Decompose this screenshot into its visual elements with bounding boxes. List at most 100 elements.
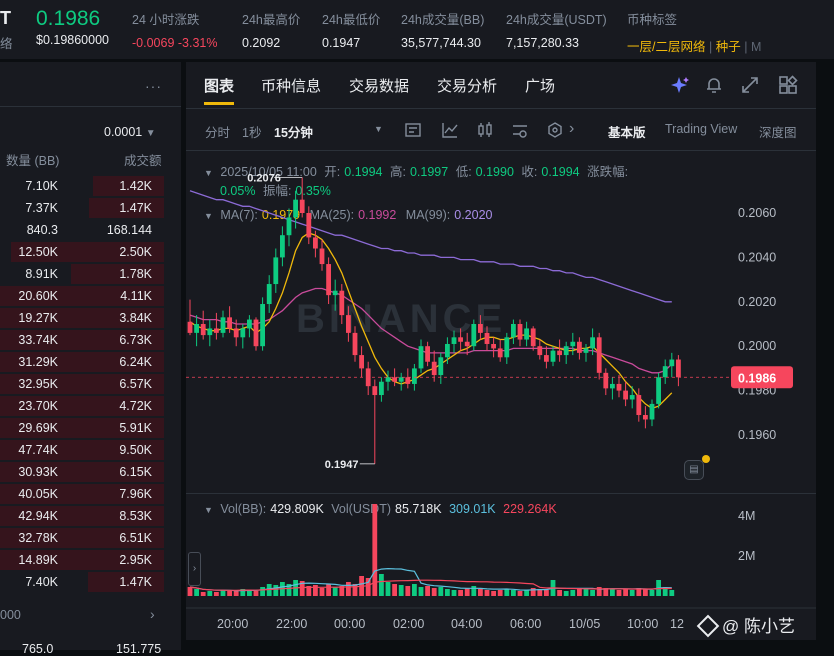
candle-type-icon[interactable] — [476, 121, 494, 144]
change-value: 0.05% — [220, 184, 256, 198]
orderbook-row[interactable]: 40.05K 7.96K — [0, 483, 170, 505]
row-qty: 32.95K — [18, 377, 58, 391]
candle-body — [451, 337, 457, 344]
orderbook-row[interactable]: 14.89K 2.95K — [0, 549, 170, 571]
candle-body — [563, 346, 569, 356]
orderbook-row[interactable]: 33.74K 6.73K — [0, 329, 170, 351]
candle-body — [557, 350, 562, 356]
binance-square-icon — [696, 614, 720, 638]
view-basic[interactable]: 基本版 — [608, 126, 646, 140]
view-tradingview[interactable]: Trading View — [665, 122, 738, 136]
tab-trading-data[interactable]: 交易数据 — [349, 78, 410, 95]
precision-select[interactable]: 0.0001 ▼ — [104, 125, 156, 139]
ma25-label: MA(25): — [309, 208, 355, 222]
volume-bar — [603, 588, 609, 596]
indicator-icon[interactable] — [404, 121, 422, 144]
x-axis-tick: 22:00 — [276, 617, 307, 631]
stat-24h-high: 24h最高价 0.2092 — [242, 9, 300, 50]
orderbook-row[interactable]: 29.69K 5.91K — [0, 417, 170, 439]
bell-icon[interactable] — [704, 75, 724, 100]
ma99-value: 0.2020 — [454, 208, 493, 222]
candle-body — [524, 328, 529, 340]
orderbook-row[interactable]: 19.27K 3.84K — [0, 307, 170, 329]
orderbook-row[interactable]: 20.60K 4.11K — [0, 285, 170, 307]
tab-chart[interactable]: 图表 — [204, 78, 235, 95]
candle-body — [187, 321, 193, 333]
settings-chart-icon[interactable] — [511, 121, 529, 144]
orderbook-row[interactable]: 32.95K 6.57K — [0, 373, 170, 395]
collapse-side-handle[interactable]: › — [188, 552, 201, 586]
stat-24h-volume-usdt: 24h成交量(USDT) 7,157,280.33 — [506, 9, 607, 50]
candle-body — [359, 355, 364, 369]
orderbook-row[interactable]: 23.70K 4.72K — [0, 395, 170, 417]
row-qty: 47.74K — [18, 443, 58, 457]
chevron-right-icon[interactable]: › — [150, 606, 155, 622]
candle-body — [425, 346, 430, 362]
interval-15m[interactable]: 15分钟 — [274, 126, 313, 140]
more-options-icon[interactable]: ··· — [145, 78, 162, 94]
tab-square[interactable]: 广场 — [525, 78, 556, 95]
chevron-right-icon[interactable]: › — [569, 120, 575, 137]
orderbook-row[interactable]: 30.93K 6.15K — [0, 461, 170, 483]
collapse-icon[interactable]: ▼ — [204, 168, 213, 178]
ai-sparkle-icon[interactable] — [670, 75, 690, 100]
volume-bar — [405, 586, 411, 596]
stat-label: 24h成交量(BB) — [401, 13, 485, 27]
line-chart-icon[interactable] — [441, 121, 459, 144]
orderbook-row[interactable]: 32.78K 6.51K — [0, 527, 170, 549]
orderbook-row[interactable]: 7.40K 1.47K — [0, 571, 170, 593]
row-amount: 2.95K — [119, 553, 152, 567]
row-amount: 4.11K — [120, 289, 152, 303]
hexagon-icon[interactable] — [546, 121, 564, 144]
orderbook-row[interactable]: 840.3 168.144 — [0, 219, 170, 241]
candle-body — [629, 395, 635, 400]
candle-body — [577, 341, 582, 353]
stat-24h-volume-bb: 24h成交量(BB) 35,577,744.30 — [401, 9, 484, 50]
candle-body — [352, 332, 358, 356]
row-amount: 1.42K — [119, 179, 152, 193]
orderbook-row[interactable]: 8.91K 1.78K — [0, 263, 170, 285]
row-qty: 7.37K — [25, 201, 58, 215]
volume-ma-line — [189, 567, 672, 592]
symbol-name[interactable]: T — [0, 8, 11, 28]
interval-timeline[interactable]: 分时 — [205, 126, 231, 140]
orderbook-row[interactable]: 42.94K 8.53K — [0, 505, 170, 527]
tab-coin-info[interactable]: 币种信息 — [261, 78, 322, 95]
view-depth[interactable]: 深度图 — [759, 126, 797, 140]
volume-bar — [524, 590, 529, 596]
tag-layer1-layer2[interactable]: 一层/二层网络 — [627, 40, 706, 54]
orderbook-row[interactable]: 7.10K 1.42K — [0, 175, 170, 197]
orderbook-row[interactable]: 31.29K 6.24K — [0, 351, 170, 373]
orderbook-row[interactable]: 47.74K 9.50K — [0, 439, 170, 461]
volume-bar — [412, 584, 417, 596]
volume-bar — [313, 585, 318, 596]
chevron-down-icon[interactable]: ▼ — [374, 124, 383, 134]
tab-trading-analysis[interactable]: 交易分析 — [437, 78, 498, 95]
orderbook-row[interactable]: 12.50K 2.50K — [0, 241, 170, 263]
collapse-icon[interactable]: ▼ — [204, 505, 213, 515]
y-axis-tick: 0.2020 — [738, 295, 776, 309]
candle-body — [207, 328, 213, 336]
candle-body — [623, 390, 628, 400]
candlestick-chart[interactable]: BINANCE0.20600.20400.20200.20000.19800.1… — [186, 62, 816, 640]
ticker-header: T 络 0.1986 $0.19860000 24 小时涨跌 -0.0069 -… — [0, 0, 834, 60]
collapse-icon[interactable]: ▼ — [204, 211, 213, 221]
expand-icon[interactable] — [740, 75, 760, 100]
volume-bar — [385, 582, 391, 596]
countdown-icon[interactable]: ▤ — [684, 460, 704, 480]
tag-more[interactable]: M — [750, 40, 762, 54]
stat-24h-change: 24 小时涨跌 -0.0069 -3.31% — [132, 9, 217, 50]
candle-body — [491, 343, 496, 349]
volume-bar — [207, 591, 213, 596]
orderbook-row[interactable]: 7.37K 1.47K — [0, 197, 170, 219]
candle-body — [662, 366, 668, 378]
interval-1s[interactable]: 1秒 — [242, 126, 262, 140]
row-amount: 6.57K — [119, 377, 152, 391]
layout-grid-icon[interactable] — [778, 75, 798, 100]
binance-watermark: BINANCE — [296, 297, 506, 341]
volume-bar — [233, 590, 239, 596]
tag-seed[interactable]: 种子 — [715, 40, 741, 54]
row-amount: 1.47K — [119, 201, 152, 215]
row-amount: 1.47K — [119, 575, 152, 589]
depth-bar — [0, 308, 164, 328]
